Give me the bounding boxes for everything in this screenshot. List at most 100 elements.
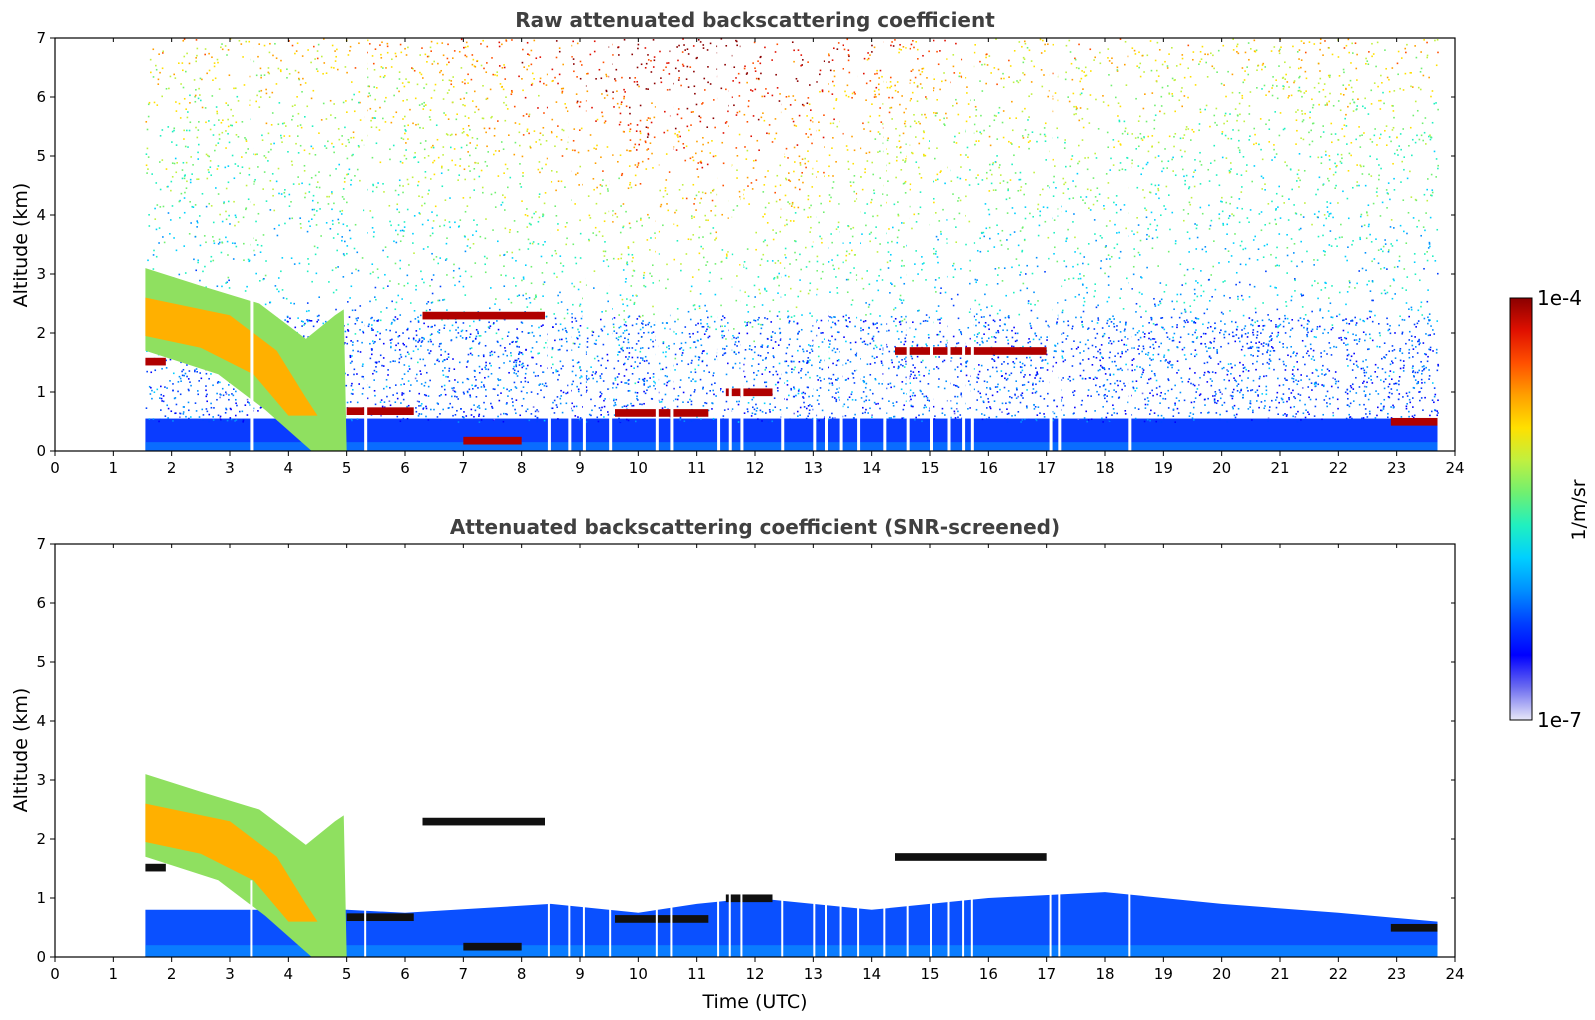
data-gap [609, 38, 613, 451]
panel-screened-ytick-label: 7 [36, 535, 46, 553]
panel-screened-xtick-label: 10 [629, 965, 648, 983]
panel-screened-xtick-label: 3 [225, 965, 235, 983]
panel-screened-ytick-label: 2 [36, 830, 46, 848]
panel-screened-ytick-label: 3 [36, 771, 46, 789]
data-gap [970, 880, 973, 957]
cloud-layer [346, 407, 414, 416]
data-gap [813, 880, 816, 957]
panel-screened-xtick-label: 7 [459, 965, 469, 983]
panel-screened-xlabel: Time (UTC) [701, 991, 807, 1013]
data-gap [1049, 880, 1052, 957]
cloud-layer [1390, 417, 1438, 426]
panel-screened-xtick-label: 12 [745, 965, 764, 983]
panel-raw-ytick-label: 5 [36, 147, 46, 165]
data-gap [250, 38, 254, 451]
data-gap [609, 880, 612, 957]
panel-raw-xtick-label: 11 [687, 459, 706, 477]
data-gap [728, 38, 732, 451]
data-gap [670, 38, 674, 451]
data-gap [250, 880, 253, 957]
cloud-layer [463, 436, 522, 445]
panel-raw-y-axis: 0 1 2 3 4 5 6 7 [36, 29, 1455, 460]
colorbar-min-label: 1e-7 [1537, 708, 1582, 732]
panel-screened-xtick-label: 17 [1037, 965, 1056, 983]
panel-raw-ytick-label: 7 [36, 29, 46, 47]
cloud-layer [422, 817, 545, 826]
data-gap [364, 38, 368, 451]
panel-screened-x-axis: 0 1 2 3 4 5 6 7 8 9 10 11 12 13 14 15 16 17 18 19 20 21 22 23 24 [50, 544, 1465, 983]
panel-raw-xtick-label: 22 [1329, 459, 1348, 477]
panel-screened-xtick-label: 24 [1445, 965, 1464, 983]
data-gap [839, 880, 842, 957]
panel-screened: Attenuated backscattering coefficient (S… [10, 515, 1465, 1013]
panel-raw-xtick-label: 4 [284, 459, 294, 477]
data-gap [717, 880, 720, 957]
panel-screened-ylabel: Altitude (km) [10, 688, 32, 813]
cloud-layer [145, 863, 166, 872]
aerosol-plume-core [145, 297, 318, 416]
panel-raw-xtick-label: 8 [517, 459, 527, 477]
noise-speckles [145, 38, 1440, 424]
data-gap [947, 880, 950, 957]
data-gap [568, 880, 571, 957]
panel-screened-ytick-label: 1 [36, 889, 46, 907]
colorbar: 1e-4 1e-7 1/m/sr [1509, 286, 1590, 732]
data-gap [825, 38, 828, 451]
data-gap [883, 38, 887, 451]
data-gap [717, 38, 721, 451]
data-gap [962, 880, 965, 957]
panel-raw-xtick-label: 5 [342, 459, 352, 477]
data-gap [1058, 38, 1062, 451]
panel-raw-xtick-label: 1 [109, 459, 119, 477]
data-gap [930, 38, 933, 451]
colorbar-bar [1509, 297, 1533, 721]
panel-raw-ytick-label: 2 [36, 324, 46, 342]
data-gap [962, 38, 966, 451]
panel-raw-xtick-label: 20 [1212, 459, 1231, 477]
data-gap [547, 880, 550, 957]
panel-raw-ytick-label: 0 [36, 442, 46, 460]
panel-raw-xtick-label: 6 [400, 459, 410, 477]
surface-layer-base [145, 442, 1438, 451]
cloud-layer [422, 311, 545, 320]
panel-raw-xtick-label: 10 [629, 459, 648, 477]
panel-raw-xtick-label: 17 [1037, 459, 1056, 477]
panel-screened-xtick-label: 9 [575, 965, 585, 983]
cloud-layer [725, 388, 773, 397]
data-gap [740, 38, 744, 451]
panel-raw-xtick-label: 14 [862, 459, 881, 477]
data-gap [781, 38, 785, 451]
cloud-layer [1390, 923, 1438, 932]
panel-screened-xtick-label: 22 [1329, 965, 1348, 983]
panel-raw: Raw attenuated backscattering coefficien… [10, 8, 1465, 477]
panel-screened-ytick-label: 4 [36, 712, 46, 730]
cloud-layer [463, 942, 522, 951]
panel-raw-xtick-label: 7 [459, 459, 469, 477]
panel-screened-xtick-label: 13 [804, 965, 823, 983]
panel-screened-title: Attenuated backscattering coefficient (S… [450, 515, 1060, 539]
colorbar-unit-label: 1/m/sr [1568, 479, 1590, 540]
panel-screened-xtick-label: 20 [1212, 965, 1231, 983]
panel-screened-ytick-label: 6 [36, 594, 46, 612]
panel-screened-xtick-label: 11 [687, 965, 706, 983]
panel-screened-xtick-label: 21 [1270, 965, 1289, 983]
panel-screened-y-axis: 0 1 2 3 4 5 6 7 [36, 535, 1455, 966]
panel-screened-xtick-label: 8 [517, 965, 527, 983]
data-gap [970, 38, 974, 451]
panel-raw-xtick-label: 12 [745, 459, 764, 477]
data-gap [568, 38, 572, 451]
data-gap [582, 880, 585, 957]
data-gap [1128, 38, 1132, 451]
panel-screened-xtick-label: 1 [109, 965, 119, 983]
data-gap [839, 38, 843, 451]
panel-screened-xtick-label: 23 [1387, 965, 1406, 983]
aerosol-plume-core [145, 803, 318, 922]
data-gap [740, 880, 743, 957]
data-gap [1058, 880, 1061, 957]
panel-raw-xtick-label: 23 [1387, 459, 1406, 477]
cloud-layer [346, 913, 414, 922]
panel-raw-ylabel: Altitude (km) [10, 183, 32, 308]
panel-screened-ytick-label: 5 [36, 653, 46, 671]
data-gap [582, 38, 586, 451]
